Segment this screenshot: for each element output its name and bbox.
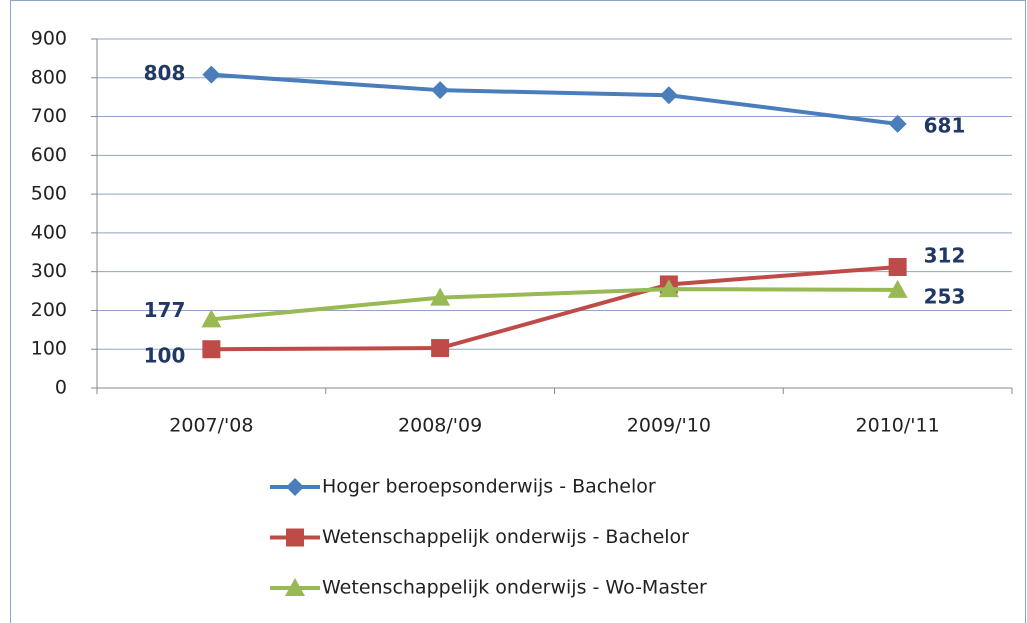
data-label: 312 — [924, 244, 966, 268]
y-tick-label: 200 — [31, 299, 67, 321]
legend-label: Wetenschappelijk onderwijs - Bachelor — [322, 526, 689, 548]
y-tick-label: 100 — [31, 338, 67, 360]
y-tick-label: 600 — [31, 144, 67, 166]
marker — [659, 86, 678, 105]
x-tick-label: 2007/'08 — [169, 415, 253, 437]
chart-border — [10, 0, 1026, 623]
marker — [431, 339, 450, 358]
marker — [202, 340, 221, 359]
marker — [888, 114, 907, 133]
data-label: 681 — [924, 113, 966, 137]
marker — [431, 81, 450, 100]
marker — [285, 578, 305, 596]
y-tick-label: 400 — [31, 221, 67, 243]
y-tick-label: 0 — [55, 377, 67, 399]
marker — [202, 65, 221, 84]
marker — [430, 287, 451, 306]
y-tick-label: 700 — [31, 105, 67, 127]
marker — [887, 279, 908, 298]
y-tick-label: 300 — [31, 260, 67, 282]
data-label: 808 — [144, 61, 186, 85]
marker — [286, 528, 304, 547]
legend-label: Wetenschappelijk onderwijs - Wo-Master — [322, 577, 707, 599]
series-line — [211, 287, 898, 322]
x-tick-label: 2010/'11 — [856, 415, 940, 437]
y-tick-label: 900 — [31, 28, 67, 50]
data-label: 253 — [924, 284, 966, 308]
marker — [888, 258, 907, 277]
marker — [658, 279, 679, 298]
marker — [286, 478, 304, 496]
y-tick-label: 800 — [31, 66, 67, 88]
marker — [201, 309, 222, 328]
y-tick-label: 500 — [31, 183, 67, 205]
data-label: 100 — [144, 344, 186, 368]
series-line — [211, 72, 898, 126]
x-tick-label: 2008/'09 — [398, 415, 482, 437]
series-line — [211, 265, 898, 352]
data-label: 177 — [144, 298, 186, 322]
x-tick-label: 2009/'10 — [627, 415, 711, 437]
legend-label: Hoger beroepsonderwijs - Bachelor — [322, 476, 656, 498]
